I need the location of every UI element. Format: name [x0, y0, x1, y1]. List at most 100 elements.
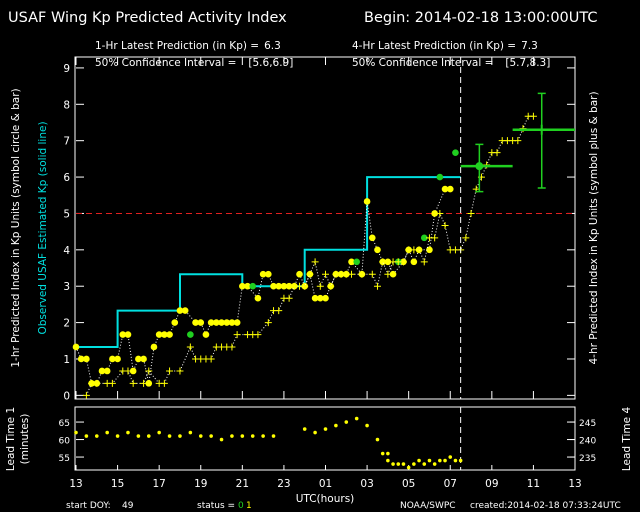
point — [187, 331, 194, 338]
point — [265, 270, 272, 278]
x-tick-label: 01 — [319, 478, 332, 490]
plus-point — [254, 331, 262, 339]
point — [181, 307, 189, 314]
point — [432, 462, 437, 466]
plus-point — [228, 343, 236, 351]
x-tick-label: 15 — [111, 478, 124, 490]
lead2-axis-label: Lead Time 4 — [621, 407, 633, 472]
point — [249, 282, 257, 290]
y-tick-label: 60 — [59, 437, 71, 447]
observed-line — [76, 176, 461, 348]
point — [219, 437, 224, 442]
error-bar — [537, 92, 546, 189]
point — [239, 282, 246, 290]
point — [146, 434, 151, 438]
y2-tick-label: 245 — [579, 419, 596, 429]
point — [271, 434, 276, 438]
point — [334, 423, 338, 428]
plus-point — [207, 355, 215, 363]
point — [363, 198, 371, 205]
point — [438, 458, 442, 463]
plus-point — [160, 379, 168, 387]
plus-point — [529, 112, 537, 120]
plus-point — [108, 379, 116, 387]
plus-point — [129, 379, 137, 387]
created: created:2014-02-18 07:33:24UTC — [470, 501, 621, 511]
point — [114, 355, 121, 363]
point — [448, 455, 453, 459]
point — [244, 282, 251, 290]
plus-point — [327, 282, 335, 290]
x-tick-label: 05 — [402, 478, 415, 490]
point — [365, 423, 369, 428]
y-tick-label: 3 — [63, 281, 70, 293]
point — [178, 434, 182, 438]
point — [115, 434, 120, 438]
point — [84, 434, 89, 438]
point — [105, 430, 109, 435]
point — [254, 294, 262, 302]
point — [72, 343, 80, 351]
x-tick-label: 23 — [277, 478, 290, 490]
y2-axis-label: 4-hr Predicted Index in Kp Units (symbol… — [588, 91, 600, 364]
plus-point — [285, 294, 293, 302]
point — [296, 270, 303, 278]
point — [228, 319, 236, 326]
point — [109, 355, 116, 363]
x-axis-label: UTC(hours) — [296, 493, 355, 505]
plus-point — [493, 149, 501, 157]
plus-point — [166, 367, 174, 375]
x-tick-label: 09 — [485, 478, 498, 490]
y-tick-label: 8 — [63, 99, 70, 111]
plus-point — [399, 258, 407, 266]
point — [443, 458, 447, 463]
point — [458, 458, 463, 463]
latest-prediction: 1-Hr Latest Prediction (in Kp) = 6.3 — [95, 40, 281, 52]
point — [412, 462, 416, 466]
point — [129, 367, 137, 375]
point — [135, 355, 142, 363]
latest-point — [536, 124, 547, 135]
point — [202, 331, 210, 338]
y-tick-label: 5 — [63, 208, 70, 220]
plus-point — [301, 282, 309, 290]
start-doy: 49 — [122, 501, 134, 511]
point — [150, 343, 158, 351]
plus-point — [441, 221, 449, 229]
plus-point — [233, 331, 241, 339]
point — [396, 462, 401, 466]
plus-point — [368, 270, 376, 278]
point — [157, 430, 161, 435]
plus-point — [379, 258, 387, 266]
plus-point — [462, 234, 470, 242]
plus-point — [316, 282, 324, 290]
point — [386, 458, 390, 463]
start-doy-label: start DOY: — [66, 501, 111, 511]
point — [233, 319, 241, 326]
point — [161, 331, 168, 338]
point — [406, 465, 411, 470]
point — [124, 331, 132, 338]
point — [368, 234, 376, 242]
plus-point — [373, 282, 381, 290]
point — [126, 430, 130, 435]
x-tick-label: 19 — [194, 478, 207, 490]
x-tick-label: 11 — [527, 478, 540, 490]
point — [391, 462, 395, 466]
x-tick-label: 03 — [360, 478, 373, 490]
y-tick-label: 9 — [63, 63, 70, 75]
plus-point — [322, 270, 329, 278]
plus-point — [176, 367, 184, 375]
point — [422, 462, 427, 466]
point — [427, 458, 432, 463]
x-tick-label: 13 — [69, 478, 82, 490]
plus-point — [140, 379, 148, 387]
y-tick-label: 65 — [59, 419, 70, 429]
point — [280, 282, 288, 290]
plus-point — [145, 367, 153, 375]
x-tick-label: 07 — [444, 478, 457, 490]
interval-text: 50% Confidence Interval = — [95, 57, 236, 69]
point — [344, 420, 349, 424]
